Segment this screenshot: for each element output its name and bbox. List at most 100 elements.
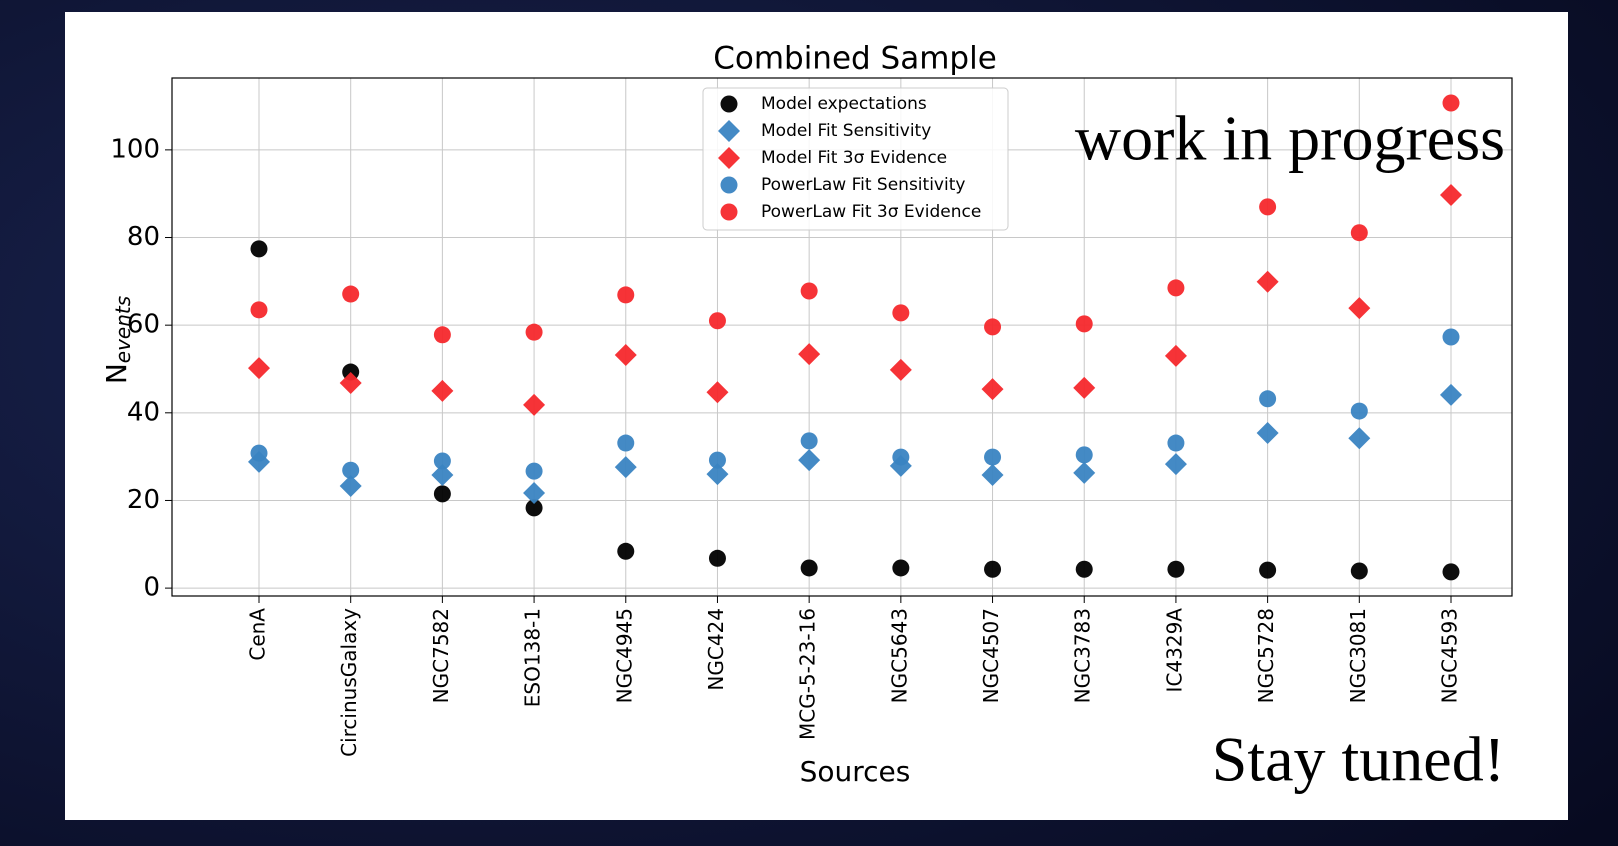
- data-point: [800, 282, 818, 300]
- x-tick-label: CenA: [246, 608, 270, 661]
- legend-label: PowerLaw Fit 3σ Evidence: [761, 202, 981, 222]
- data-point: [708, 549, 726, 567]
- data-point: [617, 542, 635, 560]
- data-point: [617, 434, 635, 452]
- legend-marker: [720, 95, 738, 113]
- data-point: [1442, 563, 1460, 581]
- data-point: [984, 318, 1002, 336]
- x-tick-label: IC4329A: [1162, 608, 1186, 693]
- data-point: [342, 461, 360, 479]
- data-point: [1348, 297, 1371, 320]
- y-tick-label: 40: [127, 397, 160, 427]
- data-point: [250, 240, 268, 258]
- data-point: [706, 463, 729, 486]
- data-point: [800, 432, 818, 450]
- data-point: [248, 357, 270, 380]
- legend: [702, 87, 1009, 231]
- plot: [172, 78, 1512, 596]
- y-axis-label-sub: events: [111, 296, 135, 363]
- data-point: [892, 304, 910, 322]
- y-tick-label: 100: [110, 134, 160, 164]
- data-point: [1348, 427, 1371, 450]
- x-tick-label: CircinusGalaxy: [337, 608, 361, 757]
- data-point: [1350, 224, 1368, 242]
- legend-label: PowerLaw Fit Sensitivity: [761, 175, 965, 195]
- data-point: [431, 464, 454, 487]
- data-point: [1440, 383, 1462, 406]
- data-point: [708, 312, 726, 330]
- data-point: [1442, 328, 1460, 346]
- data-point: [614, 343, 637, 366]
- data-point: [1073, 376, 1096, 399]
- data-point: [889, 358, 912, 381]
- data-point: [1164, 453, 1187, 476]
- data-point: [892, 559, 910, 577]
- data-point: [984, 560, 1002, 578]
- data-point: [525, 462, 543, 480]
- y-tick-label: 80: [127, 222, 160, 252]
- data-point: [523, 393, 546, 416]
- data-point: [1073, 461, 1096, 484]
- data-point: [1256, 421, 1279, 444]
- data-point: [1167, 279, 1185, 297]
- data-point: [431, 379, 454, 402]
- data-point: [1075, 446, 1093, 464]
- legend-label: Model Fit 3σ Evidence: [761, 148, 947, 168]
- data-point: [708, 451, 726, 469]
- y-axis-label: Nevents: [100, 296, 135, 384]
- x-tick-label: MCG-5-23-16: [796, 608, 820, 740]
- data-point: [525, 499, 543, 517]
- data-point: [706, 381, 729, 404]
- x-tick-label: NGC424: [704, 608, 728, 691]
- x-tick-label: NGC4945: [612, 608, 636, 703]
- data-point: [798, 343, 821, 366]
- data-point: [433, 485, 451, 503]
- data-point: [800, 559, 818, 577]
- data-point: [981, 464, 1004, 487]
- data-point: [981, 378, 1004, 401]
- data-point: [250, 301, 268, 319]
- legend-marker: [718, 120, 740, 142]
- data-point: [1167, 560, 1185, 578]
- data-point: [342, 285, 360, 303]
- axes-frame: [171, 77, 1513, 597]
- data-point: [523, 482, 546, 505]
- y-tick-label: 20: [127, 485, 160, 515]
- chart-title: Combined Sample: [713, 41, 997, 77]
- legend-entries: Model expectations Model Fit Sensitivity M…: [718, 94, 981, 222]
- data-point: [798, 449, 821, 472]
- x-tick-label: NGC7582: [429, 608, 453, 703]
- data-point: [1075, 315, 1093, 333]
- annotation: work in progress: [1075, 103, 1505, 174]
- x-tick-label: NGC5728: [1254, 608, 1278, 703]
- legend-marker: [720, 176, 738, 194]
- data-point: [1350, 562, 1368, 580]
- data-point: [1350, 402, 1368, 420]
- data-point: [984, 448, 1002, 466]
- data-point: [1075, 560, 1093, 578]
- data-point: [1164, 344, 1187, 367]
- x-axis-label: Sources: [800, 755, 911, 788]
- data-point: [1256, 270, 1279, 293]
- data-point: [1259, 198, 1277, 216]
- legend-marker: [720, 203, 738, 221]
- data-point: [1442, 94, 1460, 112]
- annotation: Stay tuned!: [1212, 724, 1505, 795]
- data-point: [892, 448, 910, 466]
- data-point: [1259, 390, 1277, 408]
- x-tick-label: NGC4593: [1438, 608, 1462, 703]
- data-point: [339, 372, 362, 395]
- data-point: [339, 475, 362, 498]
- x-tick-label: ESO138-1: [521, 608, 545, 707]
- legend-label: Model Fit Sensitivity: [761, 121, 931, 141]
- y-axis-label-main: N: [100, 363, 133, 384]
- data-point: [433, 452, 451, 470]
- data-point: [250, 444, 268, 462]
- legend-label: Model expectations: [761, 94, 927, 114]
- data-point: [617, 286, 635, 304]
- data-point: [1440, 184, 1462, 207]
- data-point: [525, 323, 543, 341]
- y-tick-label: 60: [127, 310, 160, 340]
